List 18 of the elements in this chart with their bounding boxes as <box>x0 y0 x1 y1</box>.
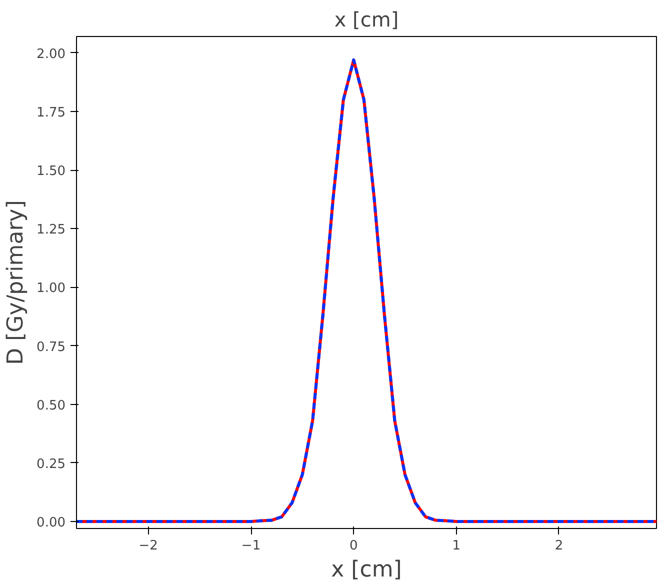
x-tick-label: 0 <box>350 538 358 554</box>
y-tick-label: 1.50 <box>36 164 66 180</box>
x-axis-title: x [cm] <box>331 558 402 582</box>
y-tick-label: 1.00 <box>36 281 66 296</box>
x-tick-label: −2 <box>138 538 158 554</box>
y-tick-label: 0.75 <box>36 340 66 355</box>
chart-title: x [cm] <box>334 8 399 32</box>
x-tick-label: 2 <box>554 538 564 554</box>
line-series <box>76 58 656 523</box>
y-tick-label: 0.50 <box>36 398 66 414</box>
y-tick-label: 1.25 <box>36 222 66 238</box>
y-tick-label: 0.00 <box>36 515 66 530</box>
y-tick-label: 1.75 <box>36 105 66 120</box>
x-tick-label: 1 <box>452 538 460 554</box>
y-axis-title: D [Gy/primary] <box>4 200 29 365</box>
x-tick-label: −1 <box>241 538 261 554</box>
y-tick-label: 2.00 <box>36 46 66 62</box>
y-tick-label: 0.25 <box>36 456 66 472</box>
